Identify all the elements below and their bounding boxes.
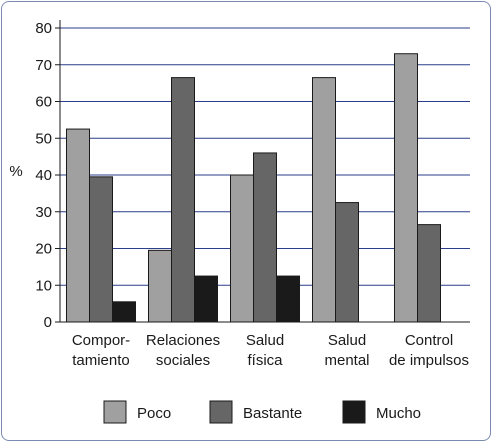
legend-label-bastante: Bastante (243, 405, 302, 422)
bar-bastante-3 (335, 202, 359, 323)
x-tick-label: Salud mental (324, 332, 369, 369)
y-tick-labels: 0 10 20 30 40 50 60 70 80 (35, 20, 52, 331)
legend-label-poco: Poco (137, 405, 171, 422)
axes (59, 20, 470, 323)
y-tick-label: 30 (35, 204, 52, 221)
bar-mucho-2 (276, 275, 300, 323)
y-tick-label: 20 (35, 241, 52, 258)
y-tick-label: 70 (35, 57, 52, 74)
x-tick-label: Salud física (246, 332, 284, 369)
bar-mucho-1 (194, 275, 218, 323)
bar-bastante-0 (89, 176, 113, 323)
bar-bastante-2 (253, 152, 277, 323)
legend-label-mucho: Mucho (376, 405, 421, 422)
bar-poco-1 (148, 249, 172, 323)
bar-poco-0 (66, 128, 90, 323)
bar-poco-3 (312, 77, 336, 323)
y-tick-label: 60 (35, 94, 52, 111)
y-tick-label: 0 (44, 314, 52, 331)
legend-swatch-poco (103, 400, 127, 424)
bars (66, 53, 441, 323)
bar-poco-4 (394, 53, 418, 323)
y-tick-label: 10 (35, 277, 52, 294)
bar-poco-2 (230, 174, 254, 323)
legend-swatch-bastante (209, 400, 233, 424)
bar-bastante-4 (417, 224, 441, 323)
legend-swatch-mucho (342, 400, 366, 424)
bar-mucho-0 (112, 301, 136, 323)
y-tick-label: 40 (35, 167, 52, 184)
x-tick-label: Relaciones sociales (146, 332, 220, 369)
x-tick-label: Control de impulsos (389, 332, 469, 369)
bar-bastante-1 (171, 77, 195, 323)
y-tick-label: 80 (35, 20, 52, 37)
x-tick-label: Compor-tamiento (72, 332, 130, 369)
legend: Poco Bastante Mucho (103, 400, 421, 424)
y-axis-label: % (9, 163, 22, 180)
x-tick-labels: Compor-tamiento Relaciones sociales Salud fí… (72, 332, 469, 369)
y-tick-label: 50 (35, 130, 52, 147)
